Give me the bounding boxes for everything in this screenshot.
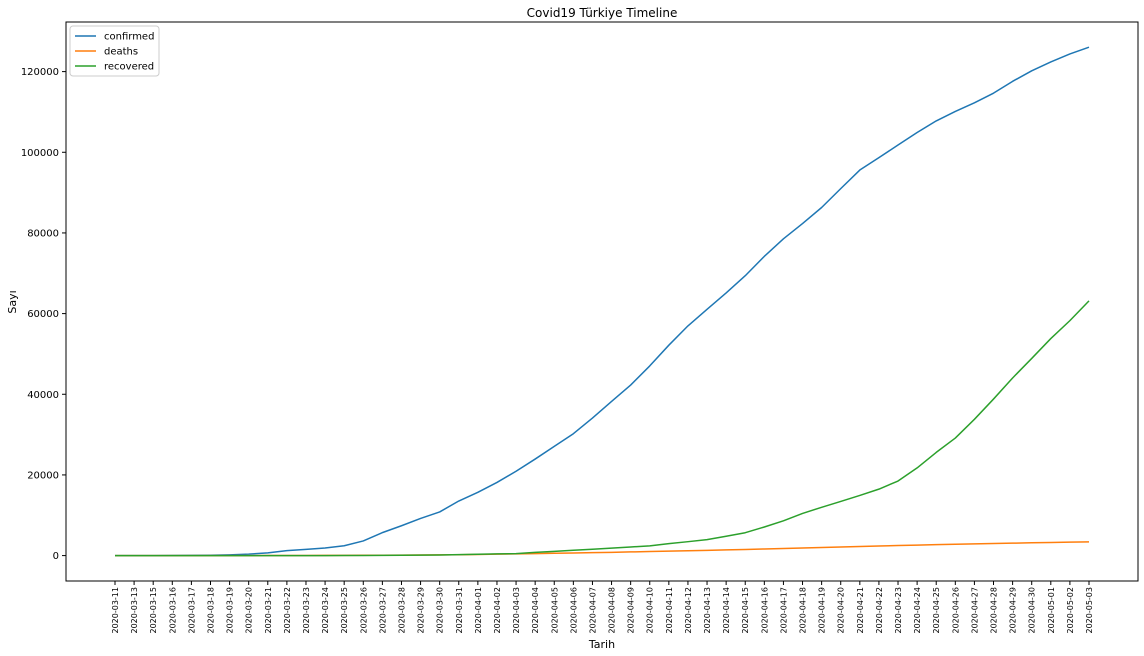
x-tick-label: 2020-04-15: [741, 587, 750, 634]
x-tick-label: 2020-03-30: [436, 587, 445, 634]
x-tick-label: 2020-04-29: [1009, 587, 1018, 634]
x-tick-label: 2020-03-16: [168, 587, 177, 634]
x-tick-label: 2020-04-07: [588, 587, 597, 634]
x-tick-label: 2020-04-05: [550, 587, 559, 634]
x-tick-label: 2020-04-11: [665, 587, 674, 634]
y-axis-label: Sayı: [6, 290, 19, 313]
series-lines: [114, 46, 1090, 557]
y-tick-label: 40000: [27, 390, 59, 401]
chart-title: Covid19 Türkiye Timeline: [527, 6, 678, 20]
x-tick-label: 2020-04-06: [569, 587, 578, 634]
x-tick-label: 2020-05-03: [1085, 587, 1094, 634]
x-tick-label: 2020-04-30: [1028, 587, 1037, 634]
x-tick-label: 2020-04-26: [951, 587, 960, 634]
x-tick-label: 2020-03-29: [417, 587, 426, 634]
legend-label-confirmed: confirmed: [104, 32, 154, 43]
x-tick-label: 2020-03-15: [149, 587, 158, 634]
x-tick-label: 2020-04-13: [703, 587, 712, 634]
y-tick-label: 80000: [27, 228, 59, 239]
x-axis-label: Tarih: [588, 638, 615, 651]
x-tick-label: 2020-03-22: [283, 587, 292, 634]
x-tick-label: 2020-04-27: [970, 587, 979, 634]
x-tick-label: 2020-04-19: [818, 587, 827, 634]
series-line-confirmed: [114, 46, 1090, 557]
x-tick-label: 2020-04-04: [531, 587, 540, 634]
x-tick-label: 2020-04-17: [779, 587, 788, 634]
x-tick-label: 2020-03-21: [264, 587, 273, 634]
x-tick-label: 2020-03-19: [226, 587, 235, 634]
x-tick-label: 2020-04-14: [722, 587, 731, 634]
x-tick-label: 2020-04-08: [608, 587, 617, 634]
legend: confirmed deaths recovered: [69, 25, 160, 77]
y-tick-label: 100000: [21, 148, 59, 159]
x-tick-label: 2020-03-17: [187, 587, 196, 634]
x-tick-label: 2020-04-20: [837, 587, 846, 634]
x-tick-label: 2020-03-23: [302, 587, 311, 634]
y-axis: 0 20000 40000 60000 80000 100000 120000: [21, 67, 66, 562]
legend-label-deaths: deaths: [104, 47, 138, 58]
y-tick-label: 120000: [21, 67, 59, 78]
x-tick-label: 2020-04-18: [799, 587, 808, 634]
x-axis: 2020-03-11 2020-03-13 2020-03-15 2020-03-16…: [111, 581, 1094, 634]
x-tick-label: 2020-04-01: [474, 587, 483, 634]
legend-box: [69, 25, 160, 77]
x-tick-label: 2020-03-20: [245, 587, 254, 634]
x-tick-label: 2020-04-03: [512, 587, 521, 634]
x-tick-label: 2020-03-18: [206, 587, 215, 634]
x-tick-label: 2020-04-12: [684, 587, 693, 634]
x-tick-label: 2020-03-31: [455, 587, 464, 634]
y-tick-label: 0: [53, 551, 59, 562]
x-tick-label: 2020-04-22: [875, 587, 884, 634]
series-line-recovered: [115, 300, 1090, 557]
x-tick-label: 2020-04-21: [856, 587, 865, 634]
x-tick-label: 2020-03-26: [359, 587, 368, 634]
x-tick-label: 2020-05-02: [1066, 587, 1075, 634]
x-tick-label: 2020-03-11: [111, 587, 120, 634]
x-tick-label: 2020-04-23: [894, 587, 903, 634]
x-tick-label: 2020-03-24: [321, 587, 330, 634]
x-tick-label: 2020-04-28: [990, 587, 999, 634]
x-tick-label: 2020-03-27: [378, 587, 387, 634]
x-tick-label: 2020-04-02: [493, 587, 502, 634]
x-tick-label: 2020-05-01: [1047, 587, 1056, 634]
x-tick-label: 2020-04-10: [646, 587, 655, 634]
plot-area: [65, 21, 1139, 582]
x-tick-label: 2020-04-09: [627, 587, 636, 634]
x-tick-label: 2020-04-16: [760, 587, 769, 634]
y-tick-label: 60000: [27, 309, 59, 320]
x-tick-label: 2020-04-24: [913, 587, 922, 634]
x-tick-label: 2020-04-25: [932, 587, 941, 634]
x-tick-label: 2020-03-13: [130, 587, 139, 634]
x-tick-label: 2020-03-25: [340, 587, 349, 634]
y-tick-label: 20000: [27, 470, 59, 481]
x-tick-label: 2020-03-28: [397, 587, 406, 634]
legend-label-recovered: recovered: [104, 62, 154, 73]
